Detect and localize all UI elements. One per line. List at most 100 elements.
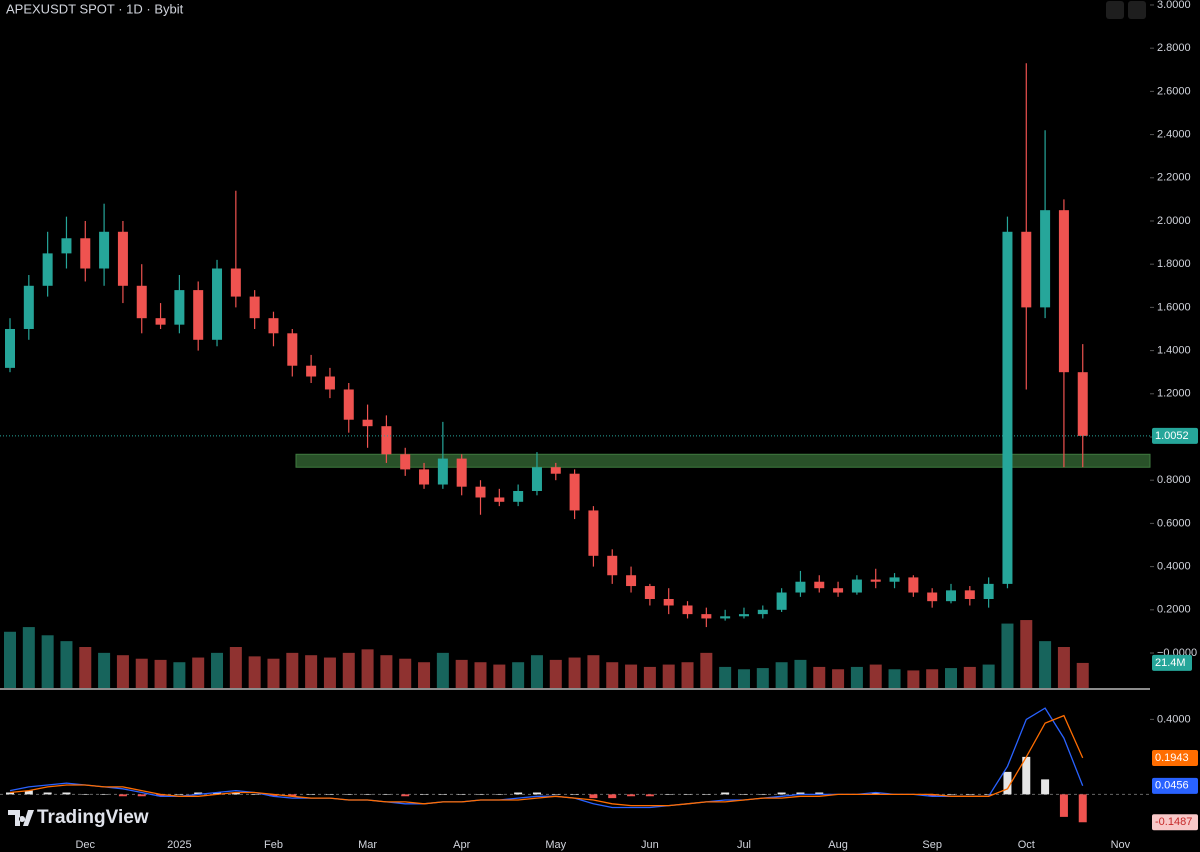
candle-body — [1058, 210, 1069, 373]
x-tick-label: Nov — [1111, 839, 1131, 851]
candle-body — [324, 376, 335, 390]
candle-body — [795, 581, 806, 593]
volume-bar — [549, 659, 562, 688]
macd-histogram-bar — [194, 792, 203, 795]
volume-bar — [1039, 641, 1052, 688]
candle-body — [607, 555, 618, 576]
candle-body — [306, 365, 317, 377]
macd-histogram-bar — [589, 794, 598, 799]
x-tick-label: Mar — [358, 839, 377, 851]
y-tick-label: 0.6000 — [1157, 517, 1191, 529]
candle-body — [569, 473, 580, 511]
candle-body — [419, 469, 430, 485]
candle-body — [268, 318, 279, 334]
candle-body — [626, 575, 637, 587]
macd-histogram-bar — [758, 794, 767, 795]
macd-value-box — [1152, 777, 1198, 794]
macd-histogram-bar — [1041, 779, 1050, 795]
candle-body — [155, 318, 166, 325]
brand-logo: TradingView — [8, 807, 149, 828]
candle-body — [494, 497, 505, 502]
volume-bar — [493, 664, 506, 688]
macd-histogram-bar — [307, 794, 316, 795]
volume-bar — [643, 666, 656, 688]
x-tick-label: Dec — [75, 839, 95, 851]
macd-histogram-bar — [777, 792, 786, 795]
macd-histogram-bar — [928, 794, 937, 797]
x-tick-label: May — [545, 839, 566, 851]
volume-bar — [945, 668, 957, 688]
candle-body — [80, 238, 91, 269]
volume-bar — [380, 655, 393, 688]
last-price-box — [1152, 427, 1198, 444]
macd-histogram-bar — [325, 794, 334, 795]
volume-bar — [41, 635, 54, 688]
macd-histogram-bar — [231, 792, 240, 795]
volume-bar — [888, 669, 901, 688]
volume-bar — [662, 664, 675, 688]
macd-histogram-bar — [796, 792, 805, 795]
y-tick-label: 3.0000 — [1157, 0, 1191, 11]
macd-histogram-bar — [984, 794, 993, 795]
volume-bar — [305, 655, 318, 688]
macd-histogram-bar — [401, 794, 410, 797]
candle-body — [174, 290, 185, 325]
candle-body — [720, 616, 731, 619]
volume-bar — [173, 662, 186, 688]
candle-body — [757, 609, 768, 615]
candle-body — [1021, 231, 1032, 308]
candle-body — [946, 590, 956, 602]
chart-title: APEXUSDT SPOT · 1D · Bybit — [6, 1, 184, 16]
volume-bar — [436, 652, 449, 688]
candle-body — [381, 426, 392, 455]
volume-bar — [719, 666, 732, 688]
volume-bar — [850, 666, 863, 688]
macd-histogram-bar — [43, 792, 52, 795]
volume-bar — [982, 664, 995, 688]
volume-bar — [869, 664, 882, 688]
macd-histogram-bar — [532, 792, 541, 795]
candle-body — [983, 583, 994, 600]
macd-histogram-bar — [250, 794, 259, 795]
macd-histogram-bar — [645, 794, 654, 797]
macd-histogram-bar — [118, 794, 127, 797]
candle-body — [644, 586, 655, 600]
download-button[interactable] — [1106, 1, 1124, 19]
volume-bar — [4, 631, 16, 688]
signal-value-box — [1152, 749, 1198, 766]
macd-histogram-bar — [683, 794, 692, 795]
candle-body — [61, 238, 72, 254]
volume-bar — [79, 647, 92, 688]
volume-bar — [116, 655, 129, 688]
macd-histogram-bar — [175, 794, 184, 795]
volume-label: 21.4M — [1155, 657, 1186, 669]
macd-histogram-bar — [476, 794, 485, 795]
volume-bar — [1020, 620, 1033, 688]
candle-body — [776, 592, 787, 610]
candle-body — [99, 231, 110, 269]
candle-body — [23, 285, 34, 329]
macd-histogram-bar — [363, 794, 372, 795]
volume-bar — [625, 664, 638, 688]
y-tick-label: 2.4000 — [1157, 128, 1191, 140]
candle-body — [287, 333, 298, 366]
volume-bar — [399, 658, 412, 688]
candle-body — [343, 389, 354, 420]
volume-bar — [474, 662, 487, 688]
macd-histogram-bar — [871, 792, 880, 795]
volume-bar — [963, 666, 976, 688]
volume-bar — [286, 652, 299, 688]
volume-bar — [418, 662, 431, 688]
macd-histogram-bar — [965, 794, 974, 795]
volume-bar — [700, 652, 713, 688]
candle-body — [927, 592, 938, 602]
refresh-button[interactable] — [1128, 1, 1146, 19]
signal-line — [9, 714, 1084, 807]
x-tick-label: Apr — [453, 839, 470, 851]
volume-bar — [154, 659, 167, 688]
candle-body — [738, 614, 749, 617]
macd-histogram-bar — [702, 794, 711, 795]
volume-bar — [1001, 623, 1014, 688]
